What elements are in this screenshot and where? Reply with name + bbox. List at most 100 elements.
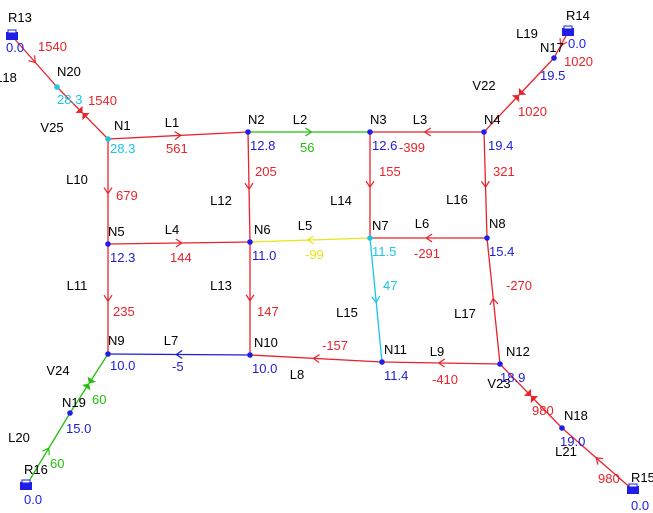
- valves-layer: [56, 57, 563, 429]
- flow-value-l14: 155: [379, 164, 401, 179]
- node-label-n1: N1: [114, 118, 131, 133]
- link-label-l20: L20: [8, 430, 30, 445]
- link-label-l7: L7: [164, 333, 178, 348]
- junction-n7[interactable]: [367, 235, 373, 241]
- link-label-l17: L17: [454, 306, 476, 321]
- junction-n17[interactable]: [551, 55, 557, 61]
- node-label-n9: N9: [108, 333, 125, 348]
- flow-arrow-l11: [103, 294, 113, 303]
- valve-symbol-v25-b[interactable]: [82, 113, 90, 121]
- flow-value-l5: -99: [305, 247, 324, 262]
- junction-n12[interactable]: [497, 361, 503, 367]
- link-label-l19: L19: [516, 26, 538, 41]
- node-value-n20: 28.3: [57, 92, 82, 107]
- reservoir-icon: [20, 482, 32, 490]
- reservoir-r15[interactable]: [627, 483, 639, 494]
- flow-value-l3: -399: [399, 140, 425, 155]
- node-value-n2: 12.8: [250, 138, 275, 153]
- valve-symbol-v24[interactable]: [82, 383, 91, 391]
- reservoir-label-r13: R13: [8, 10, 32, 25]
- flow-arrow-l19: [559, 38, 568, 47]
- flow-value-l2: 56: [300, 140, 314, 155]
- reservoir-value-r13: 0.0: [6, 40, 24, 55]
- node-label-n17: N17: [540, 40, 564, 55]
- junction-n6[interactable]: [247, 239, 253, 245]
- pipe-l21[interactable]: [561, 427, 634, 491]
- flow-arrow-l4: [175, 238, 183, 248]
- reservoir-r14[interactable]: [562, 25, 574, 36]
- junction-n18[interactable]: [559, 425, 565, 431]
- reservoir-value-r15: 0.0: [631, 498, 649, 513]
- junction-n1[interactable]: [105, 136, 111, 142]
- node-label-n5: N5: [108, 224, 125, 239]
- node-value-n11: 11.4: [384, 368, 408, 383]
- link-label-l4: L4: [165, 222, 179, 237]
- flow-value-l11: 235: [113, 304, 135, 319]
- pipe-l9[interactable]: [381, 361, 501, 365]
- pipe-l20[interactable]: [25, 412, 71, 487]
- reservoir-icon-top: [21, 479, 31, 484]
- valve-symbol-v23-b[interactable]: [523, 388, 532, 396]
- node-label-n8: N8: [489, 216, 506, 231]
- reservoir-r13[interactable]: [6, 29, 18, 40]
- valve-symbol-v22[interactable]: [518, 87, 527, 95]
- flow-value-l17: -270: [506, 278, 532, 293]
- nodes-layer: [54, 55, 565, 431]
- valve-symbol-v24-b[interactable]: [87, 376, 96, 384]
- valve-flow-v24: 60: [92, 392, 106, 407]
- link-label-l16: L16: [446, 192, 468, 207]
- link-label-l10: L10: [66, 172, 88, 187]
- extra-flow-label-0: 1540: [38, 39, 67, 54]
- node-label-n3: N3: [370, 112, 387, 127]
- valve-symbol-v22-b[interactable]: [511, 95, 520, 103]
- reservoir-r16[interactable]: [20, 479, 32, 490]
- node-label-n10: N10: [254, 335, 278, 350]
- junction-n2[interactable]: [245, 129, 251, 135]
- pipe-l4[interactable]: [107, 241, 251, 245]
- junction-n20[interactable]: [54, 84, 60, 90]
- junction-n3[interactable]: [367, 129, 373, 135]
- pipe-l17[interactable]: [486, 237, 501, 365]
- flow-arrow-l7: [175, 350, 183, 360]
- junction-n5[interactable]: [105, 241, 111, 247]
- flow-arrow-l9: [437, 358, 446, 368]
- flow-value-l8: -157: [322, 338, 348, 353]
- pipe-l8[interactable]: [249, 354, 383, 363]
- node-value-n8: 15.4: [489, 244, 514, 259]
- valve-symbol-v25[interactable]: [75, 105, 83, 113]
- pipe-l15[interactable]: [369, 237, 383, 363]
- node-value-n3: 12.6: [372, 138, 397, 153]
- link-label-l13: L13: [210, 278, 232, 293]
- flow-value-l6: -291: [414, 246, 440, 261]
- pipe-l1[interactable]: [107, 131, 249, 140]
- pipe-l5[interactable]: [249, 237, 371, 243]
- reservoir-icon-top: [7, 29, 17, 34]
- node-value-n12: 18.9: [500, 370, 525, 385]
- flow-value-l10: 679: [116, 188, 138, 203]
- flow-arrow-l17: [489, 297, 499, 306]
- valve-flow-v23: 980: [532, 403, 554, 418]
- node-label-n12: N12: [506, 344, 530, 359]
- junction-n4[interactable]: [481, 129, 487, 135]
- reservoir-value-r16: 0.0: [24, 492, 42, 507]
- flow-arrow-l6: [425, 233, 433, 243]
- pipe-l18[interactable]: [11, 35, 58, 88]
- flow-arrow-l13: [245, 294, 255, 302]
- node-value-n19: 15.0: [66, 421, 91, 436]
- flow-arrow-l20: [42, 447, 50, 456]
- flow-value-l16: 321: [493, 164, 515, 179]
- link-label-l6: L6: [415, 216, 429, 231]
- valve-symbol-v23[interactable]: [530, 396, 539, 404]
- flow-arrow-l12: [244, 182, 254, 191]
- node-label-n20: N20: [57, 64, 81, 79]
- junction-n9[interactable]: [105, 351, 111, 357]
- pipe-l12[interactable]: [247, 131, 251, 243]
- pipe-l7[interactable]: [107, 353, 251, 356]
- junction-n10[interactable]: [247, 352, 253, 358]
- junction-n11[interactable]: [379, 359, 385, 365]
- pipe-l16[interactable]: [483, 131, 488, 239]
- junction-n8[interactable]: [484, 235, 490, 241]
- flow-value-l15: 47: [383, 278, 397, 293]
- junction-n19[interactable]: [67, 410, 73, 416]
- link-label-l9: L9: [430, 344, 444, 359]
